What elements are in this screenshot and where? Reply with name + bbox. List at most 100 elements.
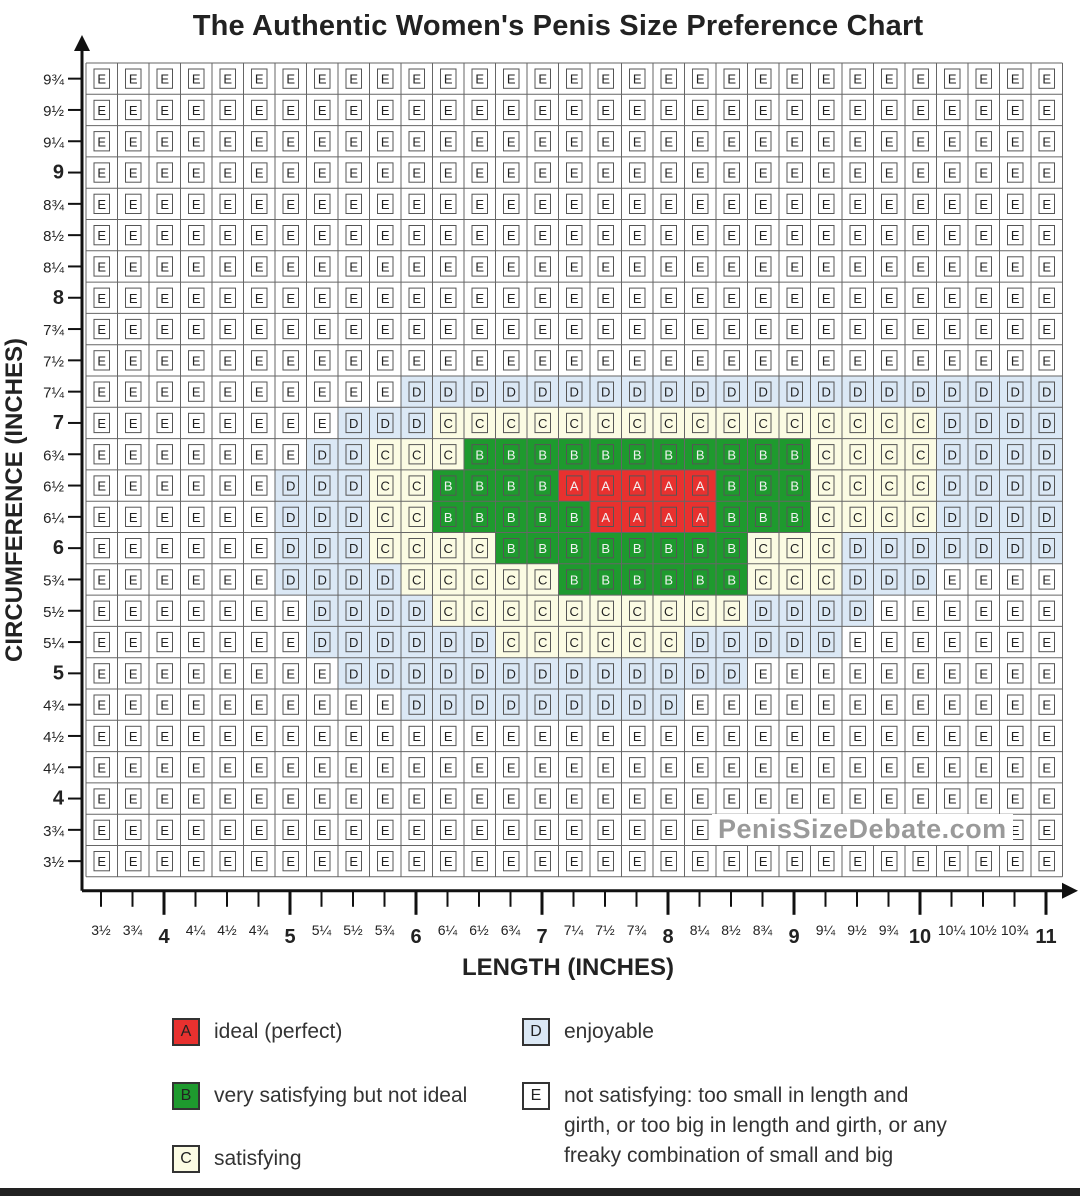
cell-E: E: [432, 94, 464, 126]
cell-B: B: [432, 501, 464, 533]
cell-E: E: [117, 501, 149, 533]
cell-letter: D: [349, 666, 358, 681]
cell-E: E: [968, 626, 1000, 658]
cell-letter: D: [381, 572, 390, 587]
cell-E: E: [873, 782, 905, 815]
cell-C: C: [464, 407, 496, 439]
cell-letter: E: [223, 134, 232, 149]
cell-letter: C: [885, 510, 894, 525]
cell-D: D: [464, 626, 496, 658]
cell-letter: E: [790, 291, 799, 306]
cell-B: B: [495, 469, 527, 502]
cell-D: D: [432, 626, 464, 658]
cell-letter: E: [1011, 792, 1020, 807]
cell-E: E: [180, 282, 212, 314]
cell-E: E: [306, 407, 338, 439]
cell-E: E: [558, 782, 590, 815]
cell-letter: E: [885, 729, 894, 744]
cell-E: E: [1031, 814, 1063, 846]
cell-letter: D: [318, 541, 327, 556]
cell-letter: E: [853, 854, 862, 869]
cell-C: C: [527, 563, 559, 596]
cell-letter: E: [1042, 291, 1051, 306]
cell-E: E: [86, 376, 118, 408]
cell-letter: E: [318, 134, 327, 149]
cell-letter: C: [853, 447, 862, 462]
cell-letter: C: [601, 416, 610, 431]
cell-letter: B: [727, 541, 736, 556]
cell-E: E: [86, 94, 118, 126]
cell-E: E: [212, 751, 244, 783]
cell-E: E: [180, 407, 212, 439]
cell-E: E: [117, 563, 149, 596]
cell-letter: E: [318, 166, 327, 181]
cell-letter: D: [948, 541, 957, 556]
cell-D: D: [464, 657, 496, 689]
cell-letter: E: [916, 197, 925, 212]
cell-D: D: [716, 626, 748, 658]
cell-letter: E: [979, 572, 988, 587]
cell-letter: E: [223, 604, 232, 619]
cell-letter: E: [412, 322, 421, 337]
cell-letter: E: [192, 166, 201, 181]
cell-letter: B: [664, 447, 673, 462]
cell-E: E: [117, 751, 149, 783]
cell-D: D: [275, 501, 307, 533]
cell-letter: B: [475, 510, 484, 525]
cell-letter: D: [1042, 510, 1051, 525]
cell-E: E: [968, 845, 1000, 877]
cell-E: E: [117, 845, 149, 877]
cell-E: E: [905, 657, 937, 689]
cell-E: E: [684, 156, 716, 189]
cell-letter: E: [318, 103, 327, 118]
cell-letter: D: [885, 572, 894, 587]
cell-letter: E: [381, 197, 390, 212]
x-tick-label: 8: [662, 926, 673, 948]
cell-D: D: [369, 407, 401, 439]
cell-letter: C: [570, 416, 579, 431]
cell-letter: E: [160, 729, 169, 744]
cell-E: E: [905, 720, 937, 752]
cell-E: E: [653, 313, 685, 345]
cell-letter: E: [790, 322, 799, 337]
cell-letter: E: [507, 353, 516, 368]
x-tick-label: 6¼: [438, 922, 458, 938]
cell-E: E: [873, 313, 905, 345]
cell-E: E: [716, 94, 748, 126]
cell-letter: E: [979, 166, 988, 181]
cell-E: E: [936, 313, 968, 345]
cell-E: E: [243, 125, 275, 157]
cell-C: C: [558, 626, 590, 658]
cell-E: E: [338, 63, 370, 95]
cell-letter: E: [160, 635, 169, 650]
cell-letter: E: [570, 72, 579, 87]
cell-E: E: [684, 63, 716, 95]
cell-D: D: [999, 532, 1031, 564]
cell-letter: E: [916, 228, 925, 243]
cell-E: E: [936, 595, 968, 627]
cell-letter: E: [853, 792, 862, 807]
cell-letter: C: [633, 416, 642, 431]
cell-letter: E: [570, 228, 579, 243]
cell-E: E: [86, 63, 118, 95]
cell-E: E: [212, 595, 244, 627]
cell-E: E: [810, 250, 842, 283]
cell-letter: D: [538, 385, 547, 400]
cell-D: D: [968, 501, 1000, 533]
cell-E: E: [212, 845, 244, 877]
cell-C: C: [590, 595, 622, 627]
cell-letter: D: [853, 385, 862, 400]
cell-E: E: [621, 845, 653, 877]
legend-swatch-e: E: [522, 1082, 550, 1110]
cell-letter: E: [412, 729, 421, 744]
cell-letter: E: [727, 259, 736, 274]
cell-letter: E: [727, 729, 736, 744]
cell-letter: E: [822, 291, 831, 306]
cell-E: E: [590, 313, 622, 345]
cell-letter: E: [223, 541, 232, 556]
cell-E: E: [621, 720, 653, 752]
cell-E: E: [401, 282, 433, 314]
cell-E: E: [86, 313, 118, 345]
cell-letter: E: [444, 291, 453, 306]
cell-E: E: [117, 814, 149, 846]
